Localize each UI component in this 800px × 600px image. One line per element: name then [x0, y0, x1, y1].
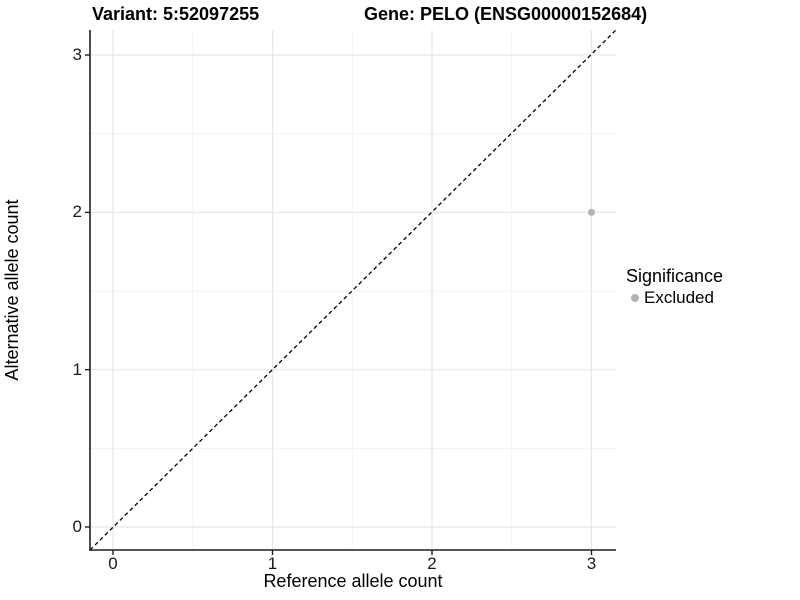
y-tick-label-1: 1 [72, 359, 82, 379]
y-tick-label-3: 3 [72, 45, 82, 64]
legend-key-dot-icon [631, 294, 639, 302]
data-point [588, 208, 595, 216]
y-tick-label-2: 2 [72, 202, 82, 222]
legend-item-excluded: Excluded [626, 288, 723, 308]
x-tick-label-1: 1 [267, 554, 278, 573]
legend-title: Significance [626, 266, 724, 286]
y-tick-label-0: 0 [72, 517, 82, 536]
gene-title: Gene: PELO (ENSG00000152684) [364, 4, 648, 24]
x-tick-label-0: 0 [108, 554, 118, 573]
legend-item-label: Excluded [644, 288, 714, 307]
legend: Significance Excluded [626, 266, 723, 308]
tick-marks [85, 54, 593, 555]
axis-lines [89, 30, 616, 551]
x-axis-label: Reference allele count [263, 571, 443, 591]
variant-title: Variant: 5:52097255 [92, 4, 260, 24]
identity-dashed-line [89, 29, 617, 551]
x-tick-label-2: 2 [427, 554, 437, 573]
x-tick-label-3: 3 [586, 554, 597, 573]
minor-gridlines [90, 30, 616, 550]
y-axis-label: Alternative allele count [2, 199, 22, 381]
major-gridlines [90, 30, 616, 550]
